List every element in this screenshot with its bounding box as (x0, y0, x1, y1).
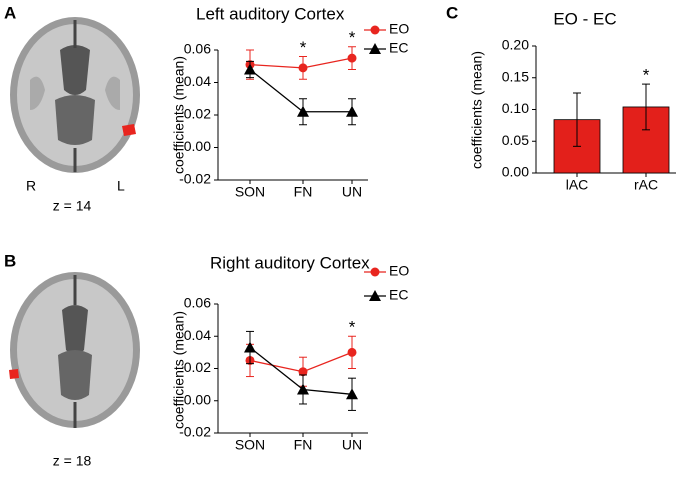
slice-label: z = 18 (53, 453, 92, 469)
data-point (297, 383, 309, 395)
panel-label: B (4, 251, 16, 270)
error-bar (573, 92, 581, 147)
data-point (297, 105, 309, 117)
y-tick-label: -0.02 (179, 424, 211, 440)
brain-side-label: R (26, 178, 36, 194)
data-point (244, 63, 256, 75)
data-point (346, 105, 358, 117)
y-tick-label: 0.10 (502, 100, 529, 116)
legend-marker (369, 290, 381, 301)
y-tick-label: 0.02 (184, 106, 211, 122)
legend-label: EO (389, 263, 409, 279)
y-tick-label: 0.04 (184, 73, 211, 89)
brain-side-label: L (117, 178, 125, 194)
legend-label: EC (389, 287, 408, 303)
chart-title: Right auditory Cortex (210, 253, 370, 272)
brain-image (9, 272, 140, 428)
panel-label: C (446, 3, 458, 22)
x-tick-label: SON (235, 184, 265, 200)
y-tick-label: -0.02 (179, 171, 211, 187)
data-point (298, 63, 308, 73)
legend-label: EO (389, 21, 409, 37)
data-point (244, 341, 256, 353)
y-tick-label: 0.20 (502, 37, 529, 53)
y-tick-label: 0.00 (184, 391, 211, 407)
x-tick-label: lAC (566, 177, 589, 193)
legend-label: EC (389, 40, 408, 56)
y-tick-label: 0.00 (502, 164, 529, 180)
data-point (298, 367, 308, 377)
x-tick-label: UN (342, 184, 362, 200)
chart-title: EO - EC (553, 9, 616, 28)
error-bar (642, 83, 650, 131)
y-tick-label: 0.06 (184, 41, 211, 57)
y-tick-label: 0.15 (502, 68, 529, 84)
y-axis-label: coefficients (mean) (171, 311, 187, 429)
y-axis-label: coefficients (mean) (171, 56, 187, 174)
y-axis-label: coefficients (mean) (469, 51, 485, 169)
chart-title: Left auditory Cortex (196, 4, 345, 23)
x-tick-label: UN (342, 437, 362, 453)
x-tick-label: rAC (634, 177, 658, 193)
legend-marker (370, 25, 380, 35)
y-tick-label: 0.06 (184, 295, 211, 311)
legend-marker (370, 267, 380, 277)
data-point (346, 388, 358, 400)
legend-marker (369, 43, 381, 54)
series-line (249, 68, 352, 113)
data-point (347, 53, 357, 63)
y-tick-label: 0.04 (184, 327, 211, 343)
y-tick-label: 0.02 (184, 359, 211, 375)
x-tick-label: FN (294, 437, 313, 453)
data-point (347, 347, 357, 357)
y-tick-label: 0.00 (184, 138, 211, 154)
brain-image (10, 17, 140, 173)
x-tick-label: SON (235, 437, 265, 453)
slice-label: z = 14 (53, 198, 92, 214)
x-tick-label: FN (294, 184, 313, 200)
significance-marker: * (300, 38, 307, 57)
significance-marker: * (349, 318, 356, 337)
y-tick-label: 0.05 (502, 132, 529, 148)
significance-marker: * (349, 28, 356, 47)
significance-marker: * (643, 66, 650, 85)
panel-label: A (4, 3, 16, 22)
